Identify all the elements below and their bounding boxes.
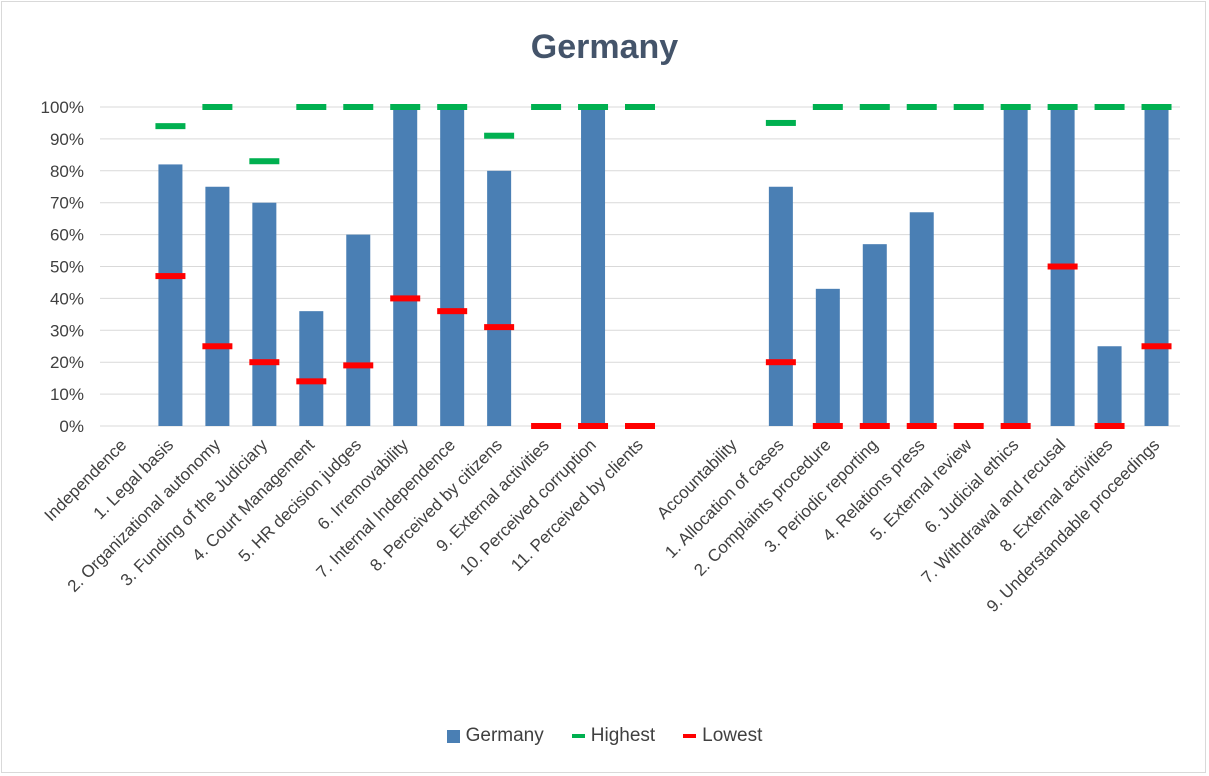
y-tick-label: 60% xyxy=(50,226,84,245)
bar xyxy=(1097,346,1122,426)
lowest-marker xyxy=(953,423,984,429)
bar xyxy=(768,186,793,426)
bar xyxy=(1003,107,1028,426)
bar xyxy=(252,202,277,426)
lowest-marker xyxy=(249,359,280,366)
y-tick-label: 90% xyxy=(50,130,84,149)
highest-marker xyxy=(1047,104,1078,110)
highest-marker xyxy=(1000,104,1031,110)
y-tick-label: 40% xyxy=(50,289,84,308)
highest-marker xyxy=(812,104,843,110)
lowest-marker xyxy=(1094,423,1125,429)
highest-marker xyxy=(343,104,374,110)
highest-marker xyxy=(859,104,890,110)
y-tick-label: 10% xyxy=(50,385,84,404)
lowest-marker xyxy=(625,423,655,429)
highest-marker xyxy=(625,104,655,110)
highest-marker xyxy=(531,104,562,110)
lowest-marker xyxy=(859,423,890,429)
lowest-marker xyxy=(343,362,374,369)
lowest-marker xyxy=(1047,263,1078,270)
legend-item-lowest: Lowest xyxy=(683,725,762,747)
highest-marker xyxy=(155,123,186,130)
lowest-marker xyxy=(531,423,562,429)
highest-marker xyxy=(484,132,515,139)
x-category-label: Independence xyxy=(41,435,131,525)
lowest-marker xyxy=(906,423,937,429)
legend-item-germany: Germany xyxy=(446,725,544,747)
legend-swatch-lowest xyxy=(683,734,697,738)
legend-label-germany: Germany xyxy=(465,725,544,746)
chart-plot: 0% 10% 20% 30% 40% 50% 60% 70% 80% 90% 100% Indepen… xyxy=(41,98,1180,616)
x-category-label: 9. Understandable proceedings xyxy=(983,435,1164,616)
bar xyxy=(205,186,230,426)
bar xyxy=(440,107,465,426)
highest-marker xyxy=(953,104,984,110)
bar xyxy=(158,164,183,427)
bar xyxy=(862,244,887,426)
y-tick-label: 70% xyxy=(50,194,84,213)
legend-label-lowest: Lowest xyxy=(702,725,763,746)
lowest-marker xyxy=(155,273,186,280)
lowest-marker xyxy=(1000,423,1031,429)
bar xyxy=(1144,107,1169,426)
highest-marker xyxy=(390,104,421,110)
x-category-label: Accountability xyxy=(653,435,741,523)
bar xyxy=(346,234,371,426)
y-tick-label: 80% xyxy=(50,162,84,181)
legend-item-highest: Highest xyxy=(571,725,656,747)
lowest-marker xyxy=(390,295,421,302)
lowest-marker xyxy=(578,423,609,429)
chart-legend: Germany Highest Lowest xyxy=(0,725,1209,747)
highest-marker xyxy=(1141,104,1172,110)
legend-swatch-germany xyxy=(446,729,460,743)
lowest-marker xyxy=(437,308,468,315)
y-tick-label: 50% xyxy=(50,258,84,277)
y-tick-label: 0% xyxy=(59,417,84,436)
lowest-marker xyxy=(765,359,796,366)
lowest-marker xyxy=(484,324,515,331)
bar xyxy=(393,107,418,426)
lowest-marker xyxy=(296,378,327,385)
bar xyxy=(299,311,324,426)
legend-swatch-highest xyxy=(571,734,585,738)
lowest-marker xyxy=(202,343,233,350)
y-tick-label: 30% xyxy=(50,321,84,340)
chart-title: Germany xyxy=(530,28,679,66)
highest-marker xyxy=(578,104,609,110)
highest-marker xyxy=(249,158,280,165)
bar xyxy=(909,212,934,426)
highest-marker xyxy=(202,104,233,110)
lowest-marker xyxy=(812,423,843,429)
highest-marker xyxy=(1094,104,1125,110)
legend-label-highest: Highest xyxy=(590,725,656,746)
highest-marker xyxy=(906,104,937,110)
highest-marker xyxy=(296,104,327,110)
bar xyxy=(487,170,512,426)
bar xyxy=(581,107,606,426)
highest-marker xyxy=(437,104,468,110)
lowest-marker xyxy=(1141,343,1172,350)
y-tick-label: 100% xyxy=(41,98,84,117)
y-tick-label: 20% xyxy=(50,353,84,372)
bar xyxy=(815,288,840,426)
highest-marker xyxy=(765,119,796,126)
